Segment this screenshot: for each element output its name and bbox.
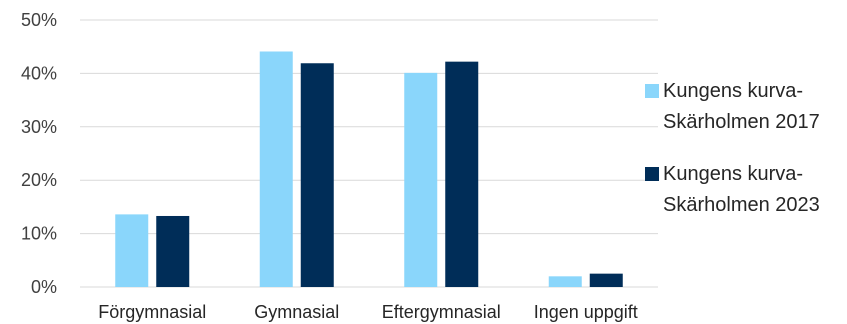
- legend-label: Kungens kurva-: [663, 163, 803, 185]
- y-tick-label: 30%: [21, 117, 57, 137]
- bar-2023: [300, 63, 334, 288]
- y-tick-label: 50%: [21, 10, 57, 30]
- x-category-label: Eftergymnasial: [382, 302, 501, 322]
- y-tick-label: 0%: [31, 277, 57, 297]
- legend-label: Skärholmen 2017: [663, 111, 820, 133]
- y-axis-tick-labels: 0% 10% 20% 30% 40% 50%: [21, 10, 57, 297]
- y-tick-label: 20%: [21, 170, 57, 190]
- bar-2023: [156, 215, 190, 287]
- legend-swatch: [645, 84, 659, 98]
- legend-label: Kungens kurva-: [663, 80, 803, 102]
- bar-2023: [589, 273, 623, 287]
- x-category-label: Ingen uppgift: [534, 302, 638, 322]
- y-tick-label: 10%: [21, 224, 57, 244]
- bar-2023: [445, 61, 479, 287]
- legend-swatch: [645, 167, 659, 181]
- y-tick-label: 40%: [21, 63, 57, 83]
- x-axis-category-labels: Förgymnasial Gymnasial Eftergymnasial Ingen…: [98, 302, 638, 322]
- bar-2017: [404, 72, 438, 287]
- x-category-label: Gymnasial: [254, 302, 339, 322]
- bar-2017: [259, 51, 293, 288]
- bars: [115, 51, 623, 288]
- legend-label: Skärholmen 2023: [663, 194, 820, 216]
- bar-2017: [115, 214, 149, 287]
- x-category-label: Förgymnasial: [98, 302, 206, 322]
- bar-2017: [548, 276, 582, 287]
- legend: Kungens kurva- Skärholmen 2017 Kungens kur…: [645, 80, 820, 216]
